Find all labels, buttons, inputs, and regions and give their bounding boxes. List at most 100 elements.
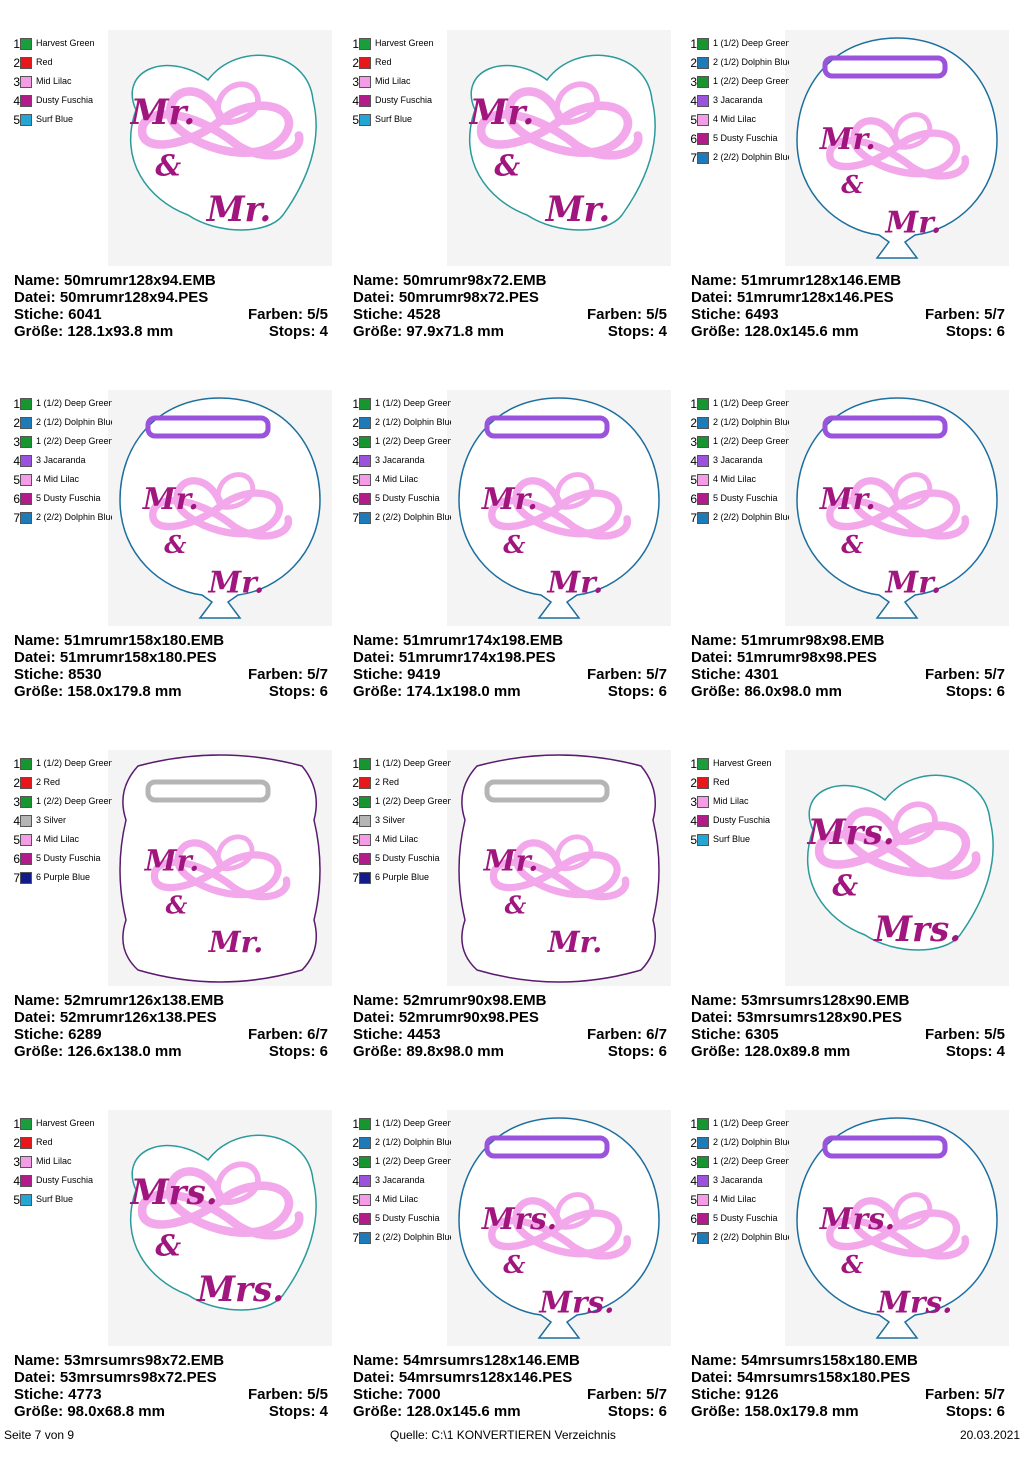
info-row: Name: 51mrumr128x146.EMB bbox=[691, 272, 1005, 289]
color-number: 1 bbox=[13, 37, 20, 51]
info-row: Stiche: 6493 Farben: 5/7 bbox=[691, 306, 1005, 323]
color-count: Farben: 5/7 bbox=[924, 1386, 1005, 1403]
color-number: 5 bbox=[690, 113, 697, 127]
color-row: 2 Red bbox=[347, 55, 455, 74]
design-size: Größe: 97.9x71.8 mm bbox=[353, 323, 504, 340]
color-row: 6 5 Dusty Fuschia bbox=[685, 1211, 793, 1230]
color-row: 1 1 (1/2) Deep Green bbox=[347, 756, 455, 775]
color-row: 4 Dusty Fuschia bbox=[8, 1173, 116, 1192]
color-name: 5 Dusty Fuschia bbox=[713, 1213, 778, 1223]
info-row: Größe: 158.0x179.8 mm Stops: 6 bbox=[14, 683, 328, 700]
info-row: Datei: 54mrsumrs128x146.PES bbox=[353, 1369, 667, 1386]
color-name: 1 (1/2) Deep Green bbox=[375, 398, 451, 408]
design-file: Datei: 51mrumr158x180.PES bbox=[14, 649, 217, 666]
design-preview: Mr.&Mr. bbox=[796, 397, 998, 619]
color-swatch bbox=[20, 796, 32, 808]
heart-loop bbox=[554, 472, 595, 510]
design-image: Mr. & Mr. bbox=[447, 750, 671, 986]
stitch-count: Stiche: 4528 bbox=[353, 306, 441, 323]
color-swatch bbox=[359, 777, 371, 789]
color-swatch bbox=[697, 436, 709, 448]
color-name: 3 Jacaranda bbox=[713, 1175, 763, 1185]
color-swatch bbox=[359, 114, 371, 126]
design-file: Datei: 53mrsumrs128x90.PES bbox=[691, 1009, 902, 1026]
color-name: 1 (2/2) Deep Green bbox=[36, 796, 112, 806]
color-name: 1 (2/2) Deep Green bbox=[713, 76, 789, 86]
color-list: 1 1 (1/2) Deep Green 2 2 (1/2) Dolphin Blue… bbox=[8, 396, 116, 529]
stitch-count: Stiche: 9126 bbox=[691, 1386, 779, 1403]
color-row: 7 2 (2/2) Dolphin Blue bbox=[685, 150, 793, 169]
color-name: 2 (2/2) Dolphin Blue bbox=[375, 512, 451, 522]
design-cell: Mr. & Mr. 1 1 (1/2) Deep Green 2 2 (1/2) Dolph… bbox=[343, 390, 681, 750]
color-name: 4 Mid Lilac bbox=[36, 834, 80, 844]
color-row: 6 5 Dusty Fuschia bbox=[347, 491, 455, 510]
color-row: 1 1 (1/2) Deep Green bbox=[347, 396, 455, 415]
color-count: Farben: 5/7 bbox=[586, 1386, 667, 1403]
color-name: 3 Jacaranda bbox=[36, 455, 86, 465]
stop-count: Stops: 6 bbox=[607, 683, 667, 700]
design-preview: Mr.&Mr. bbox=[458, 754, 660, 983]
design-cell: Mr. & Mr. 1 1 (1/2) Deep Green 2 2 Red 3 1 (2/2)… bbox=[343, 750, 681, 1110]
info-row: Stiche: 6305 Farben: 5/5 bbox=[691, 1026, 1005, 1043]
color-number: 5 bbox=[352, 1193, 359, 1207]
color-row: 3 1 (2/2) Deep Green bbox=[347, 1154, 455, 1173]
info-row: Name: 51mrumr158x180.EMB bbox=[14, 632, 328, 649]
heart-loop bbox=[892, 112, 933, 150]
color-number: 3 bbox=[13, 75, 20, 89]
design-cell: Mrs. & Mrs. 1 Harvest Green 2 Red 3 Mid Lilac 4 Du… bbox=[681, 750, 1019, 1110]
color-name: 4 Mid Lilac bbox=[713, 1194, 757, 1204]
color-number: 5 bbox=[13, 833, 20, 847]
color-row: 2 2 (1/2) Dolphin Blue bbox=[685, 1135, 793, 1154]
color-number: 6 bbox=[352, 852, 359, 866]
color-row: 6 5 Dusty Fuschia bbox=[8, 491, 116, 510]
info-row: Name: 53mrsumrs128x90.EMB bbox=[691, 992, 1005, 1009]
color-list: 1 1 (1/2) Deep Green 2 2 Red 3 1 (2/2) Deep G… bbox=[347, 756, 455, 889]
color-swatch bbox=[697, 95, 709, 107]
color-row: 3 Mid Lilac bbox=[8, 1154, 116, 1173]
color-swatch bbox=[20, 872, 32, 884]
color-name: 1 (1/2) Deep Green bbox=[36, 758, 112, 768]
color-number: 4 bbox=[690, 814, 697, 828]
color-row: 4 3 Jacaranda bbox=[347, 453, 455, 472]
color-name: 2 (1/2) Dolphin Blue bbox=[713, 57, 789, 67]
print-date: 20.03.2021 bbox=[959, 1428, 1020, 1442]
color-row: 7 6 Purple Blue bbox=[347, 870, 455, 889]
stitch-count: Stiche: 4301 bbox=[691, 666, 779, 683]
color-name: Surf Blue bbox=[375, 114, 413, 124]
color-name: 4 Mid Lilac bbox=[36, 474, 80, 484]
color-swatch bbox=[20, 398, 32, 410]
color-name: 1 (2/2) Deep Green bbox=[375, 436, 451, 446]
color-name: 4 Mid Lilac bbox=[375, 474, 419, 484]
word-bottom: Mr. bbox=[885, 565, 942, 600]
color-name: Harvest Green bbox=[36, 1118, 95, 1128]
design-file: Datei: 54mrsumrs128x146.PES bbox=[353, 1369, 573, 1386]
color-number: 4 bbox=[352, 94, 359, 108]
info-row: Datei: 50mrumr128x94.PES bbox=[14, 289, 328, 306]
design-name: Name: 50mrumr98x72.EMB bbox=[353, 272, 547, 289]
color-row: 7 2 (2/2) Dolphin Blue bbox=[685, 1230, 793, 1249]
color-name: 6 Purple Blue bbox=[36, 872, 91, 882]
color-row: 2 2 Red bbox=[8, 775, 116, 794]
color-row: 1 1 (1/2) Deep Green bbox=[8, 396, 116, 415]
color-row: 3 Mid Lilac bbox=[8, 74, 116, 93]
color-number: 7 bbox=[13, 511, 20, 525]
color-count: Farben: 5/5 bbox=[586, 306, 667, 323]
color-list: 1 Harvest Green 2 Red 3 Mid Lilac 4 Dusty Fusch… bbox=[8, 1116, 116, 1211]
color-row: 6 5 Dusty Fuschia bbox=[8, 851, 116, 870]
color-number: 4 bbox=[352, 454, 359, 468]
stop-count: Stops: 4 bbox=[268, 1403, 328, 1420]
color-row: 4 3 Silver bbox=[8, 813, 116, 832]
color-name: 1 (1/2) Deep Green bbox=[713, 38, 789, 48]
word-top: Mr. bbox=[469, 93, 535, 133]
infinity-heart-shape bbox=[826, 1197, 969, 1260]
color-count: Farben: 5/7 bbox=[924, 306, 1005, 323]
design-info: Name: 51mrumr174x198.EMB Datei: 51mrumr17… bbox=[353, 632, 667, 700]
design-preview: Mr.&Mr. bbox=[130, 54, 317, 231]
design-image: Mrs. & Mrs. bbox=[447, 1110, 671, 1346]
color-row: 2 Red bbox=[8, 55, 116, 74]
info-row: Größe: 158.0x179.8 mm Stops: 6 bbox=[691, 1403, 1005, 1420]
heart-infinity-motif: Mr.&Mr. bbox=[819, 112, 969, 240]
color-name: Mid Lilac bbox=[36, 76, 72, 86]
color-number: 1 bbox=[352, 1117, 359, 1131]
heart-infinity-motif: Mr.&Mr. bbox=[130, 81, 304, 230]
